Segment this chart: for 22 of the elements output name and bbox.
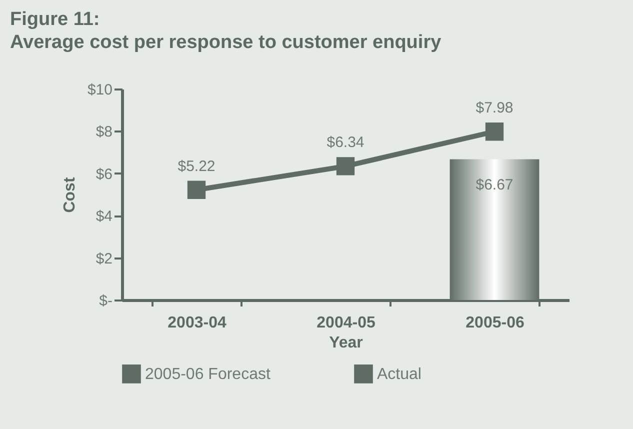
y-tick-label: $6 [96,166,112,183]
legend-label: Actual [377,366,422,383]
data-label: $6.34 [326,134,364,152]
y-tick-label: $4 [96,208,112,226]
y-tick-label: $2 [96,250,112,268]
x-tick-label: 2003-04 [168,314,226,332]
y-tick-label: $10 [87,82,112,98]
x-axis-title: Year [329,334,363,352]
data-label: $5.22 [178,158,216,175]
x-tick-label: 2004-05 [316,314,376,332]
x-tick-label: 2005-06 [466,314,524,332]
chart-subtitle: Average cost per response to customer enquiry [10,32,442,53]
point [336,157,355,176]
y-tick-label: $8 [96,124,112,141]
point [485,122,504,141]
data-label: $7.98 [476,100,514,117]
point [187,180,206,199]
chart-title: Figure 11: [10,9,100,30]
y-tick-label: $- [99,292,112,310]
y-axis-title: Cost [61,176,78,213]
data-label: $6.67 [476,176,514,194]
legend-label: 2005-06 Forecast [145,366,271,383]
